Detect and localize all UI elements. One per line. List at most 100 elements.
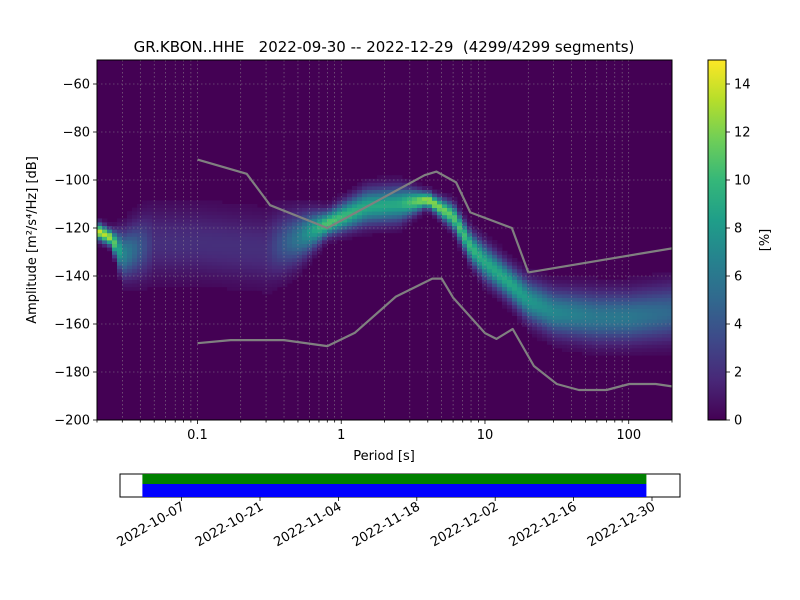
heatmap-cell xyxy=(322,240,328,244)
heatmap-cell xyxy=(272,214,278,219)
heatmap-cell xyxy=(642,279,648,284)
heatmap-cell xyxy=(667,297,672,302)
heatmap-cell xyxy=(552,301,558,306)
heatmap-cell xyxy=(602,297,608,302)
heatmap-cell xyxy=(272,268,278,273)
heatmap-cell xyxy=(562,348,568,352)
heatmap-cell xyxy=(177,211,183,216)
heatmap-cell xyxy=(472,250,478,255)
heatmap-cell xyxy=(492,240,498,244)
heatmap-cell xyxy=(287,214,293,219)
heatmap-cell xyxy=(572,344,578,349)
heatmap-cell xyxy=(572,348,578,352)
heatmap-cell xyxy=(377,182,383,187)
heatmap-cell xyxy=(477,229,483,234)
heatmap-cell xyxy=(182,232,188,237)
heatmap-cell xyxy=(312,250,318,255)
heatmap-cell xyxy=(222,232,228,237)
heatmap-cell xyxy=(342,211,348,216)
heatmap-cell xyxy=(587,301,593,306)
heatmap-cell xyxy=(182,214,188,219)
heatmap-cell xyxy=(222,265,228,270)
heatmap-cell xyxy=(607,315,613,320)
heatmap-cell xyxy=(247,207,253,212)
heatmap-cell xyxy=(577,308,583,313)
heatmap-cell xyxy=(462,247,468,252)
heatmap-cell xyxy=(432,196,438,201)
heatmap-cell xyxy=(532,290,538,295)
heatmap-cell xyxy=(207,243,213,248)
heatmap-cell xyxy=(202,247,208,252)
heatmap-cell xyxy=(197,247,203,252)
colorbar-label: [%] xyxy=(758,229,773,252)
heatmap-cell xyxy=(332,240,338,244)
heatmap-cell xyxy=(182,261,188,266)
heatmap-cell xyxy=(492,294,498,298)
heatmap-cell xyxy=(132,240,138,244)
heatmap-cell xyxy=(467,254,473,259)
heatmap-cell xyxy=(287,200,293,205)
heatmap-cell xyxy=(612,308,618,313)
heatmap-cell xyxy=(137,211,143,216)
heatmap-cell xyxy=(167,279,173,284)
heatmap-cell xyxy=(222,272,228,277)
heatmap-cell xyxy=(407,207,413,212)
heatmap-cell xyxy=(147,268,153,273)
heatmap-cell xyxy=(262,225,268,230)
heatmap-cell xyxy=(287,258,293,262)
heatmap-cell xyxy=(187,240,193,244)
heatmap-cell xyxy=(127,268,133,273)
heatmap-cell xyxy=(257,207,263,212)
heatmap-cell xyxy=(117,254,123,259)
heatmap-cell xyxy=(282,222,288,226)
heatmap-cell xyxy=(407,196,413,201)
heatmap-cell xyxy=(582,290,588,295)
heatmap-cell xyxy=(457,247,463,252)
heatmap-cell xyxy=(657,322,663,327)
heatmap-cell xyxy=(232,243,238,248)
heatmap-cell xyxy=(237,283,243,288)
heatmap-cell xyxy=(127,236,133,241)
heatmap-cell xyxy=(112,222,118,226)
heatmap-cell xyxy=(662,286,668,291)
heatmap-cell xyxy=(127,218,133,223)
heatmap-cell xyxy=(192,222,198,226)
heatmap-cell xyxy=(242,211,248,216)
heatmap-cell xyxy=(622,351,628,356)
heatmap-cell xyxy=(567,304,573,309)
heatmap-cell xyxy=(542,326,548,331)
heatmap-cell xyxy=(497,290,503,295)
heatmap-cell xyxy=(117,272,123,277)
heatmap-cell xyxy=(162,236,168,241)
heatmap-cell xyxy=(207,225,213,230)
heatmap-cell xyxy=(202,229,208,234)
heatmap-cell xyxy=(402,214,408,219)
heatmap-cell xyxy=(292,229,298,234)
heatmap-cell xyxy=(142,243,148,248)
heatmap-cell xyxy=(652,312,658,316)
heatmap-cell xyxy=(252,240,258,244)
heatmap-cell xyxy=(567,290,573,295)
heatmap-cell xyxy=(302,254,308,259)
heatmap-cell xyxy=(207,204,213,208)
heatmap-cell xyxy=(327,211,333,216)
heatmap-cell xyxy=(307,261,313,266)
heatmap-cell xyxy=(117,250,123,255)
heatmap-cell xyxy=(597,290,603,295)
heatmap-cell xyxy=(652,348,658,352)
heatmap-cell xyxy=(522,268,528,273)
heatmap-cell xyxy=(547,319,553,324)
heatmap-cell xyxy=(302,225,308,230)
heatmap-cell xyxy=(202,207,208,212)
heatmap-cell xyxy=(552,312,558,316)
heatmap-cell xyxy=(667,340,672,345)
heatmap-cell xyxy=(362,182,368,187)
heatmap-cell xyxy=(357,182,363,187)
heatmap-cell xyxy=(572,315,578,320)
heatmap-cell xyxy=(647,290,653,295)
heatmap-cell xyxy=(207,222,213,226)
heatmap-cell xyxy=(512,276,518,280)
heatmap-cell xyxy=(492,247,498,252)
heatmap-cell xyxy=(182,254,188,259)
heatmap-cell xyxy=(147,240,153,244)
